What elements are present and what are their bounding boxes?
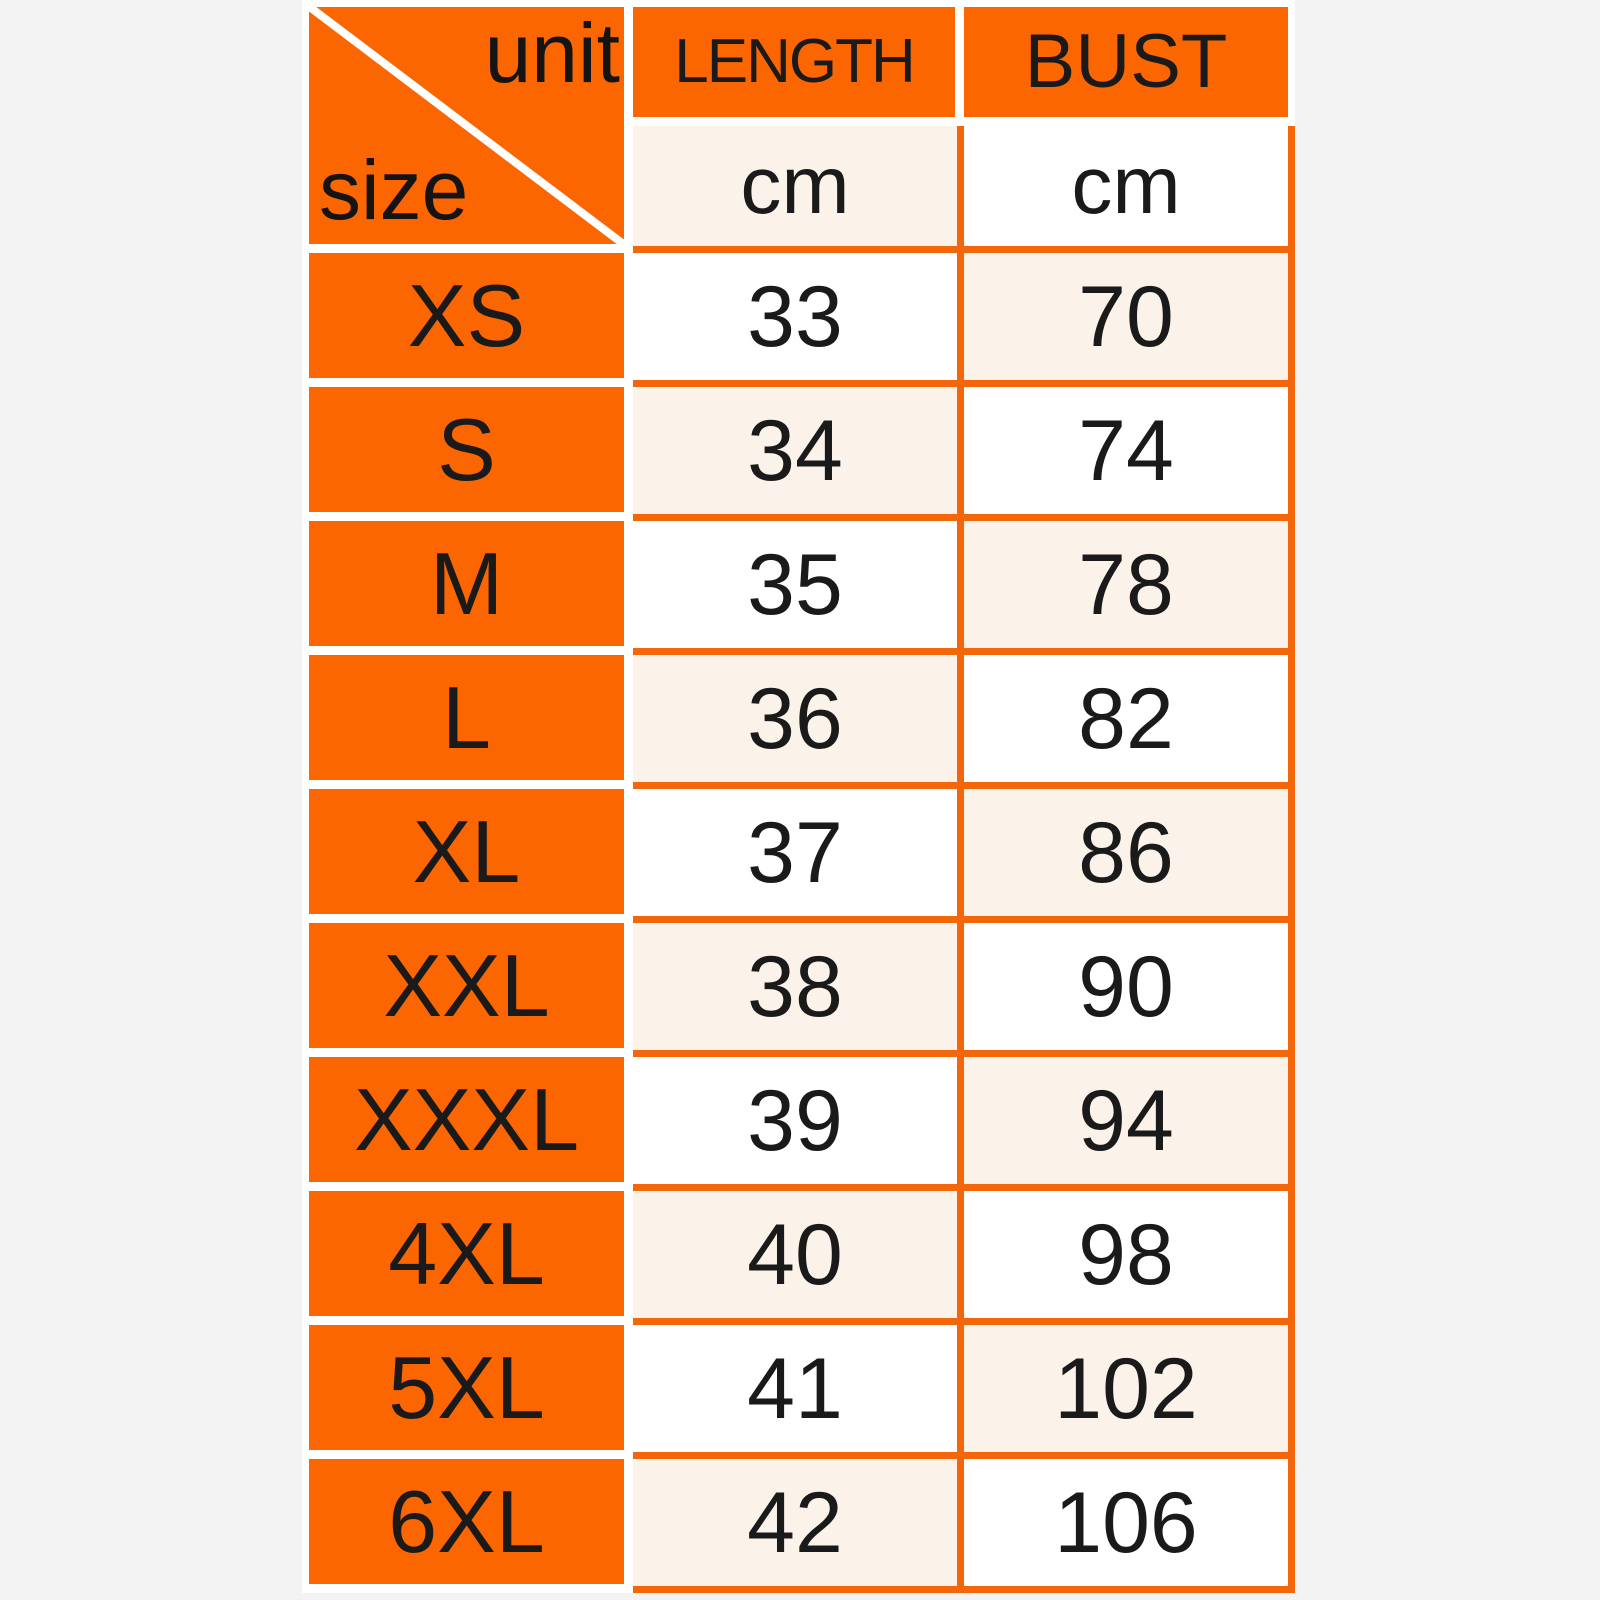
bust-value-5xl: 102 bbox=[964, 1325, 1295, 1459]
size-label-m: M bbox=[302, 521, 633, 655]
length-value-m: 35 bbox=[633, 521, 964, 655]
size-label-6xl: 6XL bbox=[302, 1459, 633, 1593]
bust-value-xl: 86 bbox=[964, 789, 1295, 923]
size-label-xl: XL bbox=[302, 789, 633, 923]
length-value-xxl: 38 bbox=[633, 923, 964, 1057]
corner-header-cell: unit size bbox=[302, 0, 633, 253]
bust-value-xs: 70 bbox=[964, 253, 1295, 387]
column-header-bust: BUST bbox=[964, 0, 1295, 126]
size-label-5xl: 5XL bbox=[302, 1325, 633, 1459]
length-value-s: 34 bbox=[633, 387, 964, 521]
size-label-l: L bbox=[302, 655, 633, 789]
size-label-4xl: 4XL bbox=[302, 1191, 633, 1325]
bust-value-m: 78 bbox=[964, 521, 1295, 655]
corner-unit-label: unit bbox=[484, 6, 620, 100]
length-value-5xl: 41 bbox=[633, 1325, 964, 1459]
bust-value-l: 82 bbox=[964, 655, 1295, 789]
length-value-xl: 37 bbox=[633, 789, 964, 923]
bust-value-6xl: 106 bbox=[964, 1459, 1295, 1593]
diagonal-divider-line bbox=[309, 7, 624, 244]
size-label-xs: XS bbox=[302, 253, 633, 387]
length-value-4xl: 40 bbox=[633, 1191, 964, 1325]
bust-value-4xl: 98 bbox=[964, 1191, 1295, 1325]
length-value-l: 36 bbox=[633, 655, 964, 789]
size-label-xxl: XXL bbox=[302, 923, 633, 1057]
length-value-xs: 33 bbox=[633, 253, 964, 387]
unit-cell-length: cm bbox=[633, 126, 964, 253]
size-label-s: S bbox=[302, 387, 633, 521]
column-header-length: LENGTH bbox=[633, 0, 964, 126]
length-value-6xl: 42 bbox=[633, 1459, 964, 1593]
length-value-xxxl: 39 bbox=[633, 1057, 964, 1191]
corner-size-label: size bbox=[319, 143, 469, 237]
bust-value-xxl: 90 bbox=[964, 923, 1295, 1057]
bust-value-xxxl: 94 bbox=[964, 1057, 1295, 1191]
bust-value-s: 74 bbox=[964, 387, 1295, 521]
size-label-xxxl: XXXL bbox=[302, 1057, 633, 1191]
unit-cell-bust: cm bbox=[964, 126, 1295, 253]
size-chart-table: unit size LENGTH BUST cm cm XS 33 70 S 3… bbox=[302, 0, 1295, 1593]
